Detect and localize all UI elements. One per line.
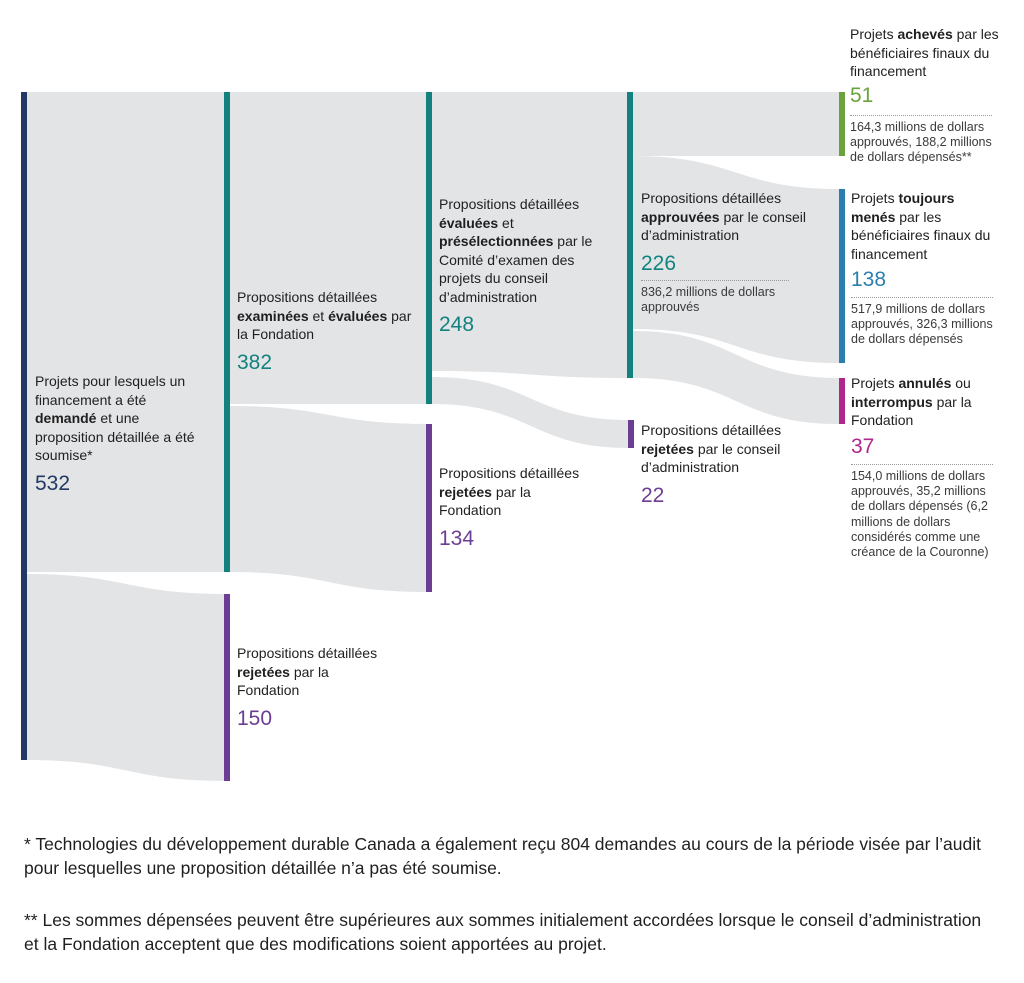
label-emphasis: achevés: [897, 26, 953, 42]
count-reviewed: 382: [237, 350, 273, 374]
label-cancelled-text: Projets annulés ou interrompus par la Fo…: [851, 374, 996, 430]
bar-approved: [627, 92, 633, 378]
label-run: par le Comité d’examen des projets du co…: [439, 233, 593, 305]
flow-reviewed-to-rejected2: [230, 406, 428, 592]
label-emphasis: évaluées: [328, 307, 388, 324]
label-run: par le conseil d’administration: [641, 208, 806, 244]
label-run: par les bénéficiaires finaux du financem…: [850, 26, 999, 79]
label-run: Propositions détaillées: [439, 465, 580, 481]
label-submitted: Projets pour lesquels un financement a é…: [35, 372, 205, 497]
details-cancelled: 154,0 millions de dollars approuvés, 35,…: [851, 464, 993, 560]
label-emphasis: évaluées: [439, 214, 499, 231]
label-run: Propositions détaillées: [439, 196, 580, 212]
label-reviewed: Propositions détaillées examinées et éva…: [237, 288, 417, 376]
label-emphasis: demandé: [35, 410, 97, 426]
bar-cancelled: [839, 378, 845, 424]
label-run: et: [308, 307, 329, 324]
label-emphasis: rejetées: [439, 483, 492, 500]
label-run: par la Fondation: [851, 393, 972, 429]
count-approved: 226: [641, 251, 677, 275]
count-rejected1: 150: [237, 706, 273, 730]
bar-submitted: [21, 92, 27, 760]
details-completed: 164,3 millions de dollars approuvés, 188…: [850, 115, 992, 166]
count-ongoing: 138: [851, 268, 887, 291]
flow-approved-to-ongoing: [633, 156, 839, 363]
footnote-2: ** Les sommes dépensées peuvent être sup…: [24, 910, 982, 954]
label-shortlisted-text: Propositions détaillées évaluées et prés…: [439, 195, 609, 306]
count-rejected3: 22: [641, 483, 665, 507]
flow-reviewed-to-shortlisted: [230, 92, 428, 404]
label-ongoing: Projets toujours menés par les bénéficia…: [851, 189, 996, 293]
label-rejected2: Propositions détaillées rejetées par la …: [439, 464, 589, 552]
label-rejected1-text: Propositions détaillées rejetées par la …: [237, 644, 387, 700]
count-shortlisted: 248: [439, 313, 475, 336]
label-emphasis: examinées: [237, 307, 309, 324]
label-run: et une proposition détaillée a été soumi…: [35, 410, 195, 463]
label-emphasis: annulés: [898, 375, 952, 391]
label-approved: Propositions détaillées approuvées par l…: [641, 189, 821, 277]
label-shortlisted: Propositions détaillées évaluées et prés…: [439, 195, 609, 338]
bar-rejected1: [224, 594, 230, 781]
label-run: par la Fondation: [237, 307, 412, 343]
label-rejected2-text: Propositions détaillées rejetées par la …: [439, 464, 589, 520]
label-run: Propositions détaillées: [641, 422, 782, 438]
flow-bands: [27, 92, 839, 781]
flow-submitted-to-reviewed: [27, 92, 226, 572]
bar-ongoing: [839, 189, 845, 363]
label-emphasis: interrompus: [851, 393, 933, 410]
bar-shortlisted: [426, 92, 432, 404]
label-run: Projets: [851, 375, 899, 391]
label-run: et: [498, 214, 514, 231]
flow-shortlisted-to-rejected3: [432, 377, 629, 448]
count-completed: 51: [850, 83, 874, 107]
label-run: Projets pour lesquels un financement a é…: [35, 373, 186, 408]
label-rejected3-text: Propositions détaillées rejetées par le …: [641, 421, 821, 477]
flow-submitted-to-rejected1: [27, 574, 226, 781]
label-run: ou: [951, 375, 971, 391]
flow-shortlisted-to-approved: [432, 92, 629, 378]
label-run: par la Fondation: [237, 663, 329, 699]
label-emphasis: présélectionnées: [439, 233, 554, 249]
label-rejected3: Propositions détaillées rejetées par le …: [641, 421, 821, 509]
sankey-diagram: [21, 92, 845, 781]
label-ongoing-text: Projets toujours menés par les bénéficia…: [851, 189, 996, 263]
label-approved-text: Propositions détaillées approuvées par l…: [641, 189, 821, 245]
label-cancelled: Projets annulés ou interrompus par la Fo…: [851, 374, 996, 460]
label-run: Propositions détaillées: [641, 190, 782, 206]
bar-rejected3: [628, 420, 634, 448]
label-emphasis: approuvées: [641, 208, 720, 225]
label-rejected1: Propositions détaillées rejetées par la …: [237, 644, 387, 732]
label-run: par le conseil d’administration: [641, 440, 781, 476]
bar-reviewed: [224, 92, 230, 572]
count-submitted: 532: [35, 471, 71, 495]
label-run: Projets: [850, 26, 898, 42]
flow-approved-to-cancelled: [633, 331, 839, 424]
bar-rejected2: [426, 424, 432, 592]
count-cancelled: 37: [851, 434, 875, 458]
count-rejected2: 134: [439, 526, 475, 550]
label-run: Propositions détaillées: [237, 289, 378, 305]
details-approved: 836,2 millions de dollars approuvés: [641, 280, 789, 315]
bar-completed: [839, 92, 845, 156]
label-run: Propositions détaillées: [237, 645, 378, 661]
label-run: Projets: [851, 190, 899, 206]
label-submitted-text: Projets pour lesquels un financement a é…: [35, 372, 205, 465]
label-completed-text: Projets achevés par les bénéficiaires fi…: [850, 25, 1010, 81]
footnote-1: * Technologies du développement durable …: [24, 834, 981, 878]
label-emphasis: rejetées: [237, 663, 290, 680]
flow-approved-to-completed: [633, 92, 839, 156]
label-run: par la Fondation: [439, 483, 531, 519]
label-emphasis: toujours menés: [851, 190, 955, 225]
label-run: par les bénéficiaires finaux du financem…: [851, 208, 991, 262]
label-reviewed-text: Propositions détaillées examinées et éva…: [237, 288, 417, 344]
label-completed: Projets achevés par les bénéficiaires fi…: [850, 25, 1010, 109]
details-ongoing: 517,9 millions de dollars approuvés, 326…: [851, 297, 993, 348]
node-bars: [21, 92, 845, 781]
label-emphasis: rejetées: [641, 440, 694, 457]
